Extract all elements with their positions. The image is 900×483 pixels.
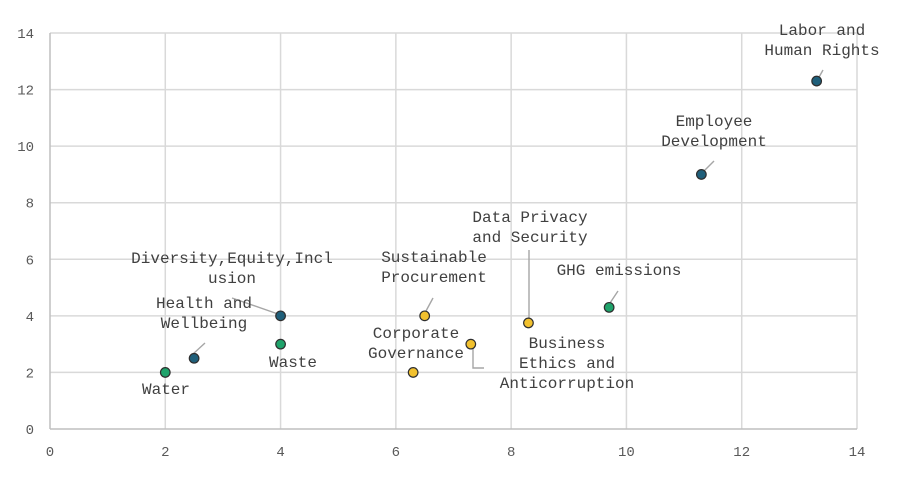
x-tick-label: 6 — [392, 445, 400, 461]
point-label: Data Privacy and Security — [472, 209, 588, 247]
point-label-line: Employee — [676, 113, 753, 131]
x-tick-label: 0 — [46, 445, 54, 461]
y-tick-label: 14 — [17, 27, 34, 43]
point-label: Sustainable Procurement — [381, 249, 487, 287]
point-label-line: Human Rights — [764, 42, 879, 60]
point-label-line: Data Privacy — [472, 209, 588, 227]
y-tick-label: 2 — [26, 366, 34, 382]
point-label: Business Ethics and Anticorruption — [500, 335, 634, 393]
point-label-line: usion — [208, 270, 256, 288]
x-tick-label: 4 — [276, 445, 284, 461]
y-tick-label: 12 — [17, 84, 34, 100]
data-point — [603, 301, 615, 313]
data-point — [695, 169, 707, 180]
point-label-line: Procurement — [381, 269, 487, 287]
point-label-line: Ethics and — [519, 355, 615, 373]
x-tick-label: 8 — [507, 445, 515, 461]
x-tick-label: 10 — [618, 445, 635, 461]
y-tick-label: 8 — [26, 197, 34, 213]
y-tick-label: 10 — [17, 140, 34, 156]
point-label-line: Diversity,Equity,Incl — [131, 250, 333, 268]
x-tick-label: 2 — [161, 445, 169, 461]
leader-line — [231, 297, 279, 315]
data-point — [159, 367, 171, 378]
leader-line — [472, 348, 484, 369]
point-label-line: Water — [142, 381, 190, 399]
tick-labels: 0 2 4 6 8 10 12 14 0 2 4 6 8 10 12 14 — [17, 27, 865, 461]
point-label: GHG emissions — [557, 262, 682, 280]
data-point — [275, 310, 286, 322]
x-tick-label: 14 — [849, 445, 866, 461]
data-point — [419, 310, 431, 322]
point-label-line: and Security — [472, 229, 588, 247]
y-tick-label: 0 — [26, 423, 34, 439]
point-label-line: Waste — [269, 354, 317, 372]
leader-line — [702, 160, 715, 173]
point-label-line: GHG emissions — [557, 262, 682, 280]
data-points — [159, 75, 823, 378]
leader-lines — [192, 69, 824, 369]
point-label: Diversity,Equity,Incl usion — [131, 250, 333, 288]
point-labels: Water Health and Wellbeing Diversity,Equity… — [131, 22, 879, 399]
point-label-line: Development — [661, 133, 767, 151]
point-label-line: Sustainable — [381, 249, 487, 267]
data-point — [188, 352, 200, 364]
point-label-line: Governance — [368, 345, 464, 363]
grid — [49, 32, 858, 430]
y-tick-label: 6 — [26, 253, 34, 269]
point-label-line: Wellbeing — [161, 315, 247, 333]
point-label: Health and Wellbeing — [156, 295, 252, 333]
leader-line — [192, 342, 206, 355]
data-point — [811, 75, 823, 87]
data-point — [465, 338, 477, 350]
point-label: Employee Development — [661, 113, 767, 151]
point-label-line: Business — [529, 335, 606, 353]
point-label: Water — [142, 381, 190, 399]
data-point — [275, 338, 286, 350]
point-label: Labor and Human Rights — [764, 22, 879, 60]
point-label: Waste — [269, 354, 317, 372]
data-point — [523, 317, 534, 329]
leader-line — [425, 297, 434, 312]
data-point — [407, 367, 419, 378]
y-tick-label: 4 — [26, 310, 34, 326]
point-label-line: Labor and — [779, 22, 865, 40]
point-label-line: Corporate — [373, 325, 459, 343]
leader-line — [609, 290, 619, 304]
point-label-line: Health and — [156, 295, 252, 313]
point-label: Corporate Governance — [368, 325, 464, 363]
point-label-line: Anticorruption — [500, 375, 634, 393]
x-tick-label: 12 — [733, 445, 750, 461]
